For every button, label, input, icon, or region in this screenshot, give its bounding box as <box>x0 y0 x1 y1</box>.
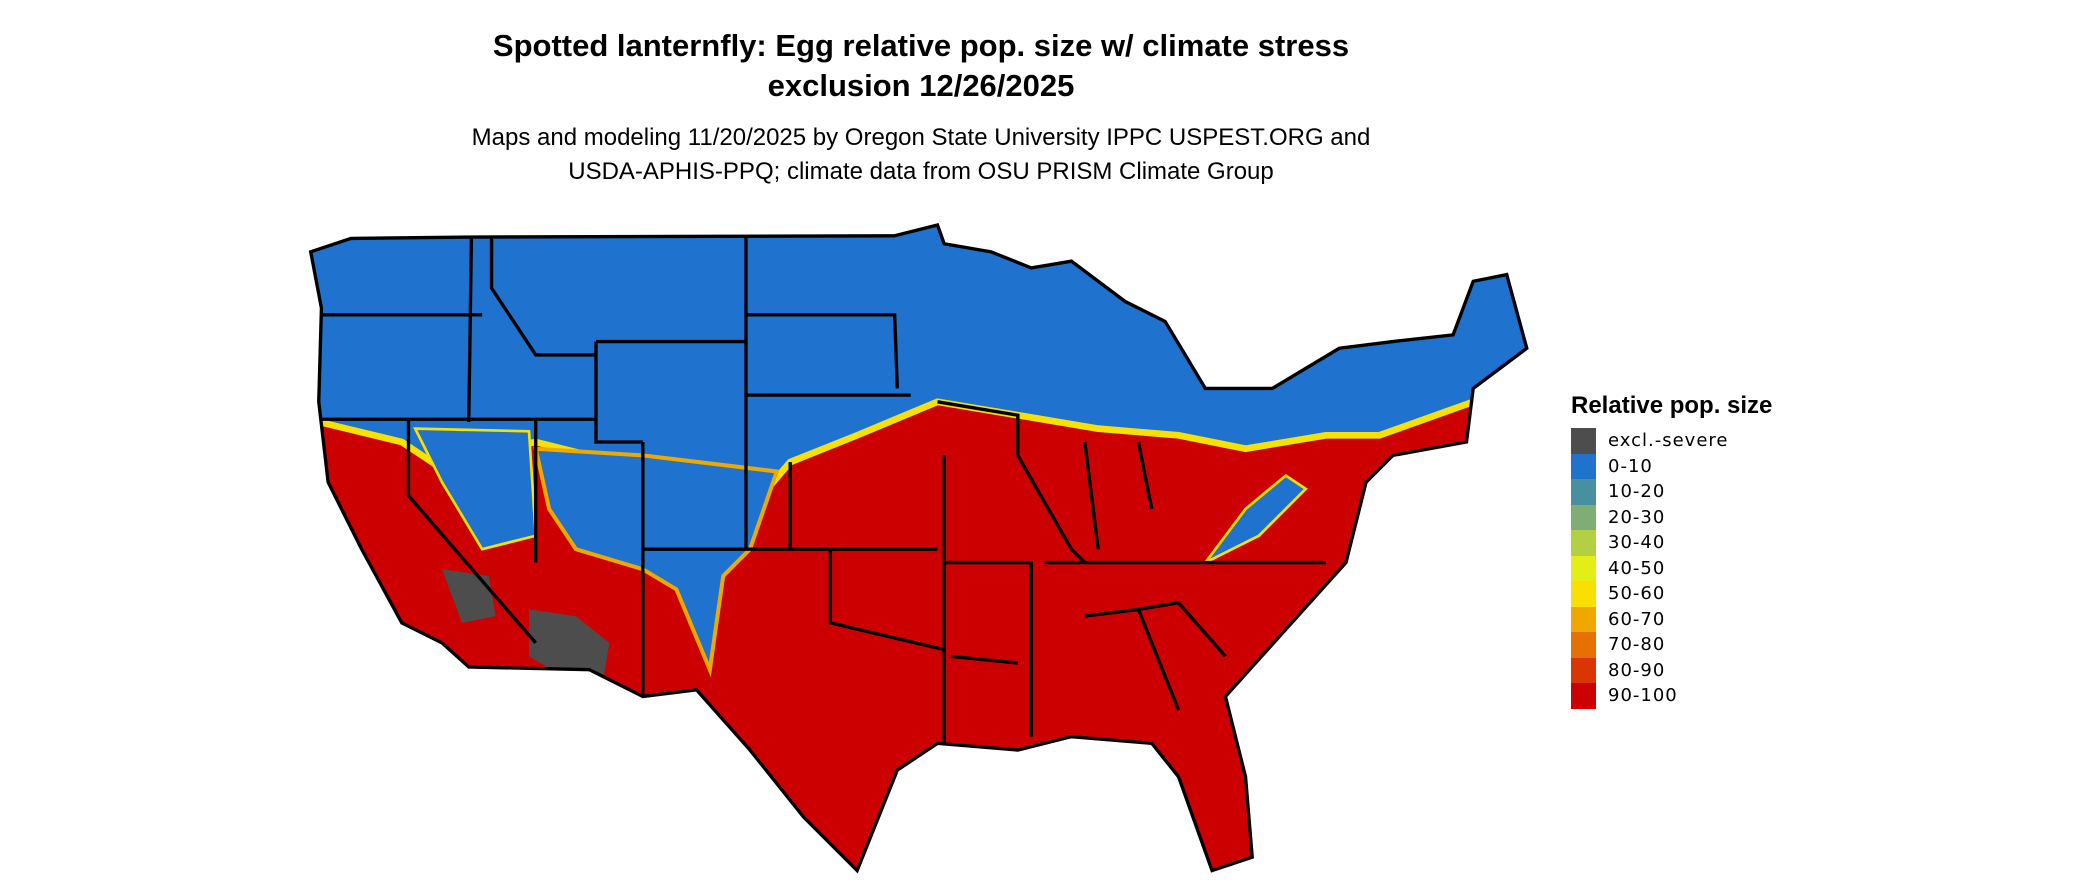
state-borders <box>309 223 1529 873</box>
legend-label: 40-50 <box>1608 557 1666 579</box>
legend-item: 10-20 <box>1571 479 1772 505</box>
legend-label: 80-90 <box>1608 659 1666 681</box>
legend-swatch <box>1571 453 1596 479</box>
legend-item: 80-90 <box>1571 657 1772 683</box>
legend-swatch <box>1571 428 1596 454</box>
region-excl-severe <box>529 609 610 684</box>
legend-item: 0-10 <box>1571 453 1772 479</box>
legend-swatch <box>1571 530 1596 556</box>
legend-label: 10-20 <box>1608 481 1666 503</box>
legend-label: 90-100 <box>1608 685 1678 707</box>
subtitle-line2: USDA-APHIS-PPQ; climate data from OSU PR… <box>568 158 1274 185</box>
legend-item: 40-50 <box>1571 555 1772 581</box>
legend-label: 60-70 <box>1608 608 1666 630</box>
legend-swatch <box>1571 632 1596 658</box>
legend-item: excl.-severe <box>1571 428 1772 454</box>
legend-label: 0-10 <box>1608 455 1653 477</box>
legend-swatch <box>1571 606 1596 632</box>
legend-swatch <box>1571 683 1596 709</box>
legend-swatch <box>1571 479 1596 505</box>
legend-swatch <box>1571 581 1596 607</box>
legend-swatch <box>1571 657 1596 683</box>
legend-label: excl.-severe <box>1608 430 1729 452</box>
legend-item: 50-60 <box>1571 581 1772 607</box>
legend-label: 50-60 <box>1608 583 1666 605</box>
subtitle-line1: Maps and modeling 11/20/2025 by Oregon S… <box>471 124 1371 151</box>
legend-swatch <box>1571 504 1596 530</box>
map-title-line1: Spotted lanternfly: Egg relative pop. si… <box>492 28 1350 63</box>
legend-item: 70-80 <box>1571 632 1772 658</box>
region-0-10-southwest <box>533 446 780 678</box>
legend-item: 20-30 <box>1571 504 1772 530</box>
legend-label: 20-30 <box>1608 506 1666 528</box>
region-0-10-nevada <box>412 427 538 551</box>
legend-label: 70-80 <box>1608 634 1666 656</box>
legend-title: Relative pop. size <box>1571 392 1773 419</box>
legend-item: 60-70 <box>1571 606 1772 632</box>
legend-label: 30-40 <box>1608 532 1666 554</box>
map-title-line2: exclusion 12/26/2025 <box>767 68 1075 103</box>
legend-item: 90-100 <box>1571 683 1772 709</box>
legend-item: 30-40 <box>1571 530 1772 556</box>
legend-swatch <box>1571 555 1596 581</box>
legend-items: excl.-severe 0-10 10-20 20-30 30-40 40-50 50-6… <box>1571 428 1772 709</box>
region-0-10-appalachia <box>1204 473 1308 564</box>
legend: Relative pop. size excl.-severe 0-10 10-20… <box>1571 392 1772 709</box>
